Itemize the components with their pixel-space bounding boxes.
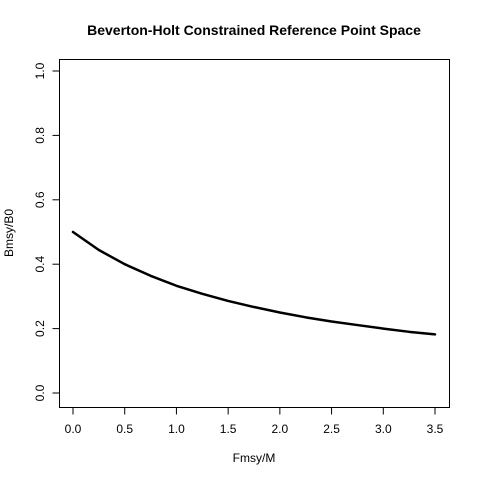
x-tick-label: 0.5 [116,422,133,436]
x-axis-label: Fmsy/M [233,451,276,465]
x-tick-label: 2.0 [272,422,289,436]
y-tick-label: 0.2 [33,320,47,337]
x-tick-label: 1.0 [168,422,185,436]
x-tick-label: 3.5 [427,422,444,436]
x-tick-label: 1.5 [220,422,237,436]
y-axis: 0.0 0.2 0.4 0.6 0.8 1.0 [33,62,60,401]
y-tick-label: 1.0 [33,62,47,79]
y-tick-label: 0.6 [33,191,47,208]
chart-title: Beverton-Holt Constrained Reference Poin… [87,22,421,38]
series-layer [71,230,437,336]
x-tick-label: 2.5 [323,422,340,436]
plot-area [59,59,450,408]
y-tick-label: 0.8 [33,127,47,144]
y-tick-label: 0.0 [33,384,47,401]
y-axis-label: Bmsy/B0 [2,209,16,257]
x-tick-label: 0.0 [65,422,82,436]
x-tick-label: 3.0 [375,422,392,436]
series-line [71,230,437,336]
x-axis: 0.0 0.5 1.0 1.5 2.0 2.5 3.0 3.5 [65,407,444,436]
y-tick-label: 0.4 [33,256,47,273]
